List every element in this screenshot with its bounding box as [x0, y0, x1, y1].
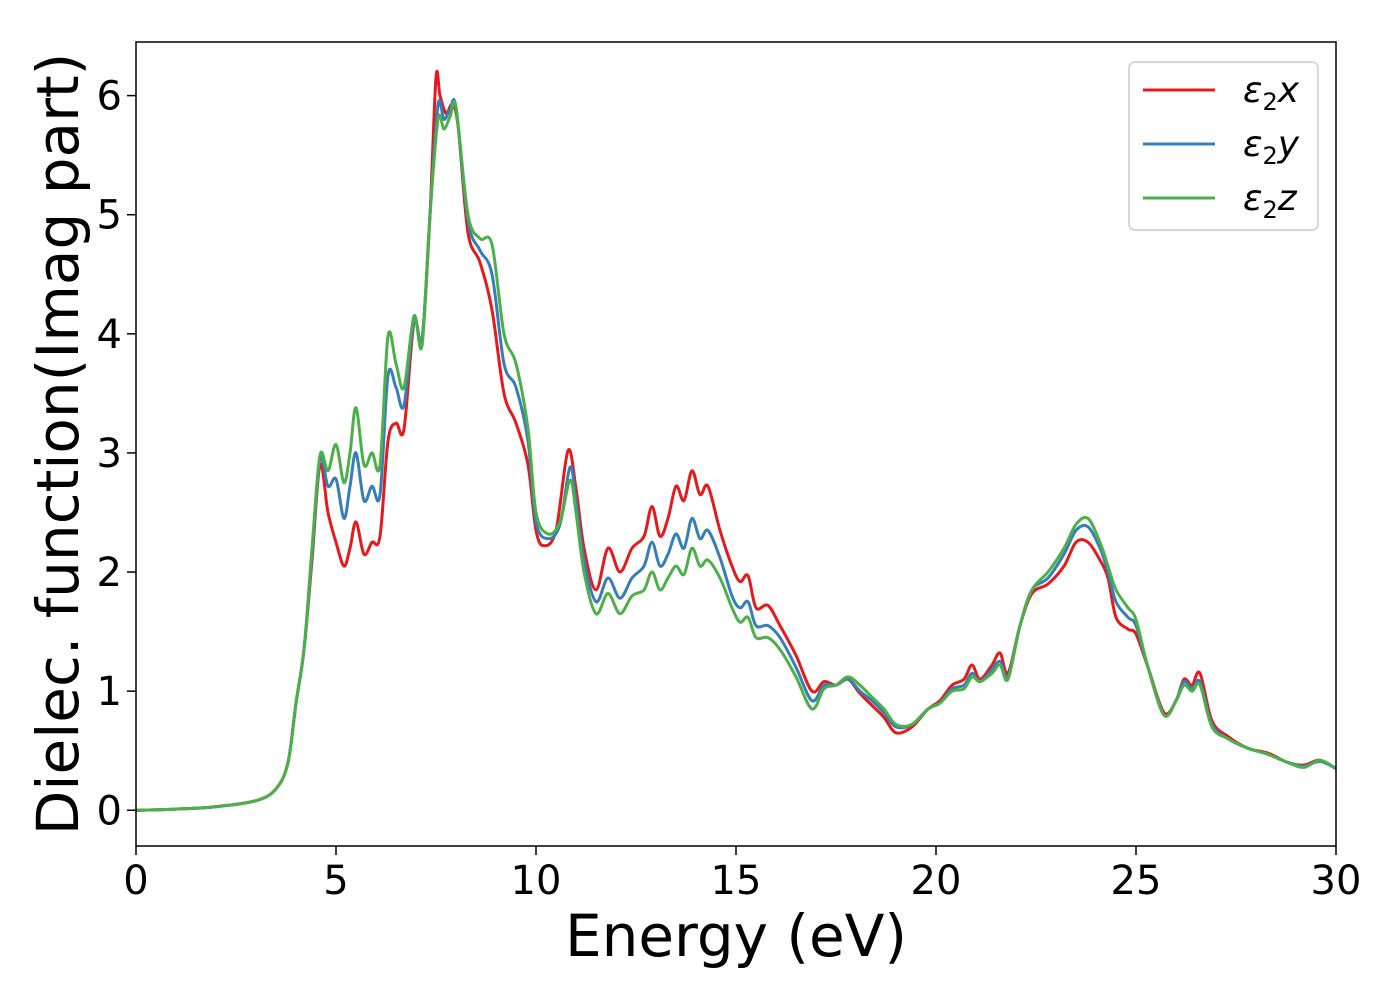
- legend-box: [1128, 61, 1319, 231]
- y-tick-label: 5: [97, 193, 122, 239]
- legend-label-y: ε2y: [1243, 124, 1300, 170]
- x-tick-label: 15: [711, 858, 762, 904]
- y-tick-label: 4: [97, 312, 122, 358]
- y-tick-label: 2: [97, 550, 122, 596]
- legend-label-x: ε2x: [1243, 70, 1300, 116]
- x-tick-label: 10: [511, 858, 562, 904]
- x-tick-label: 25: [1111, 858, 1162, 904]
- x-tick-label: 20: [911, 858, 962, 904]
- y-tick-label: 1: [97, 669, 122, 715]
- series-line-x: [135, 69, 1337, 812]
- y-axis-title: Dielec. function(Imag part): [24, 53, 92, 836]
- series-line-z: [135, 100, 1337, 812]
- y-axis: 0 1 2 3 4 5 6: [97, 74, 136, 834]
- y-tick-label: 0: [97, 788, 122, 834]
- y-tick-label: 3: [97, 431, 122, 477]
- y-tick-label: 6: [97, 74, 122, 120]
- legend-label-z: ε2z: [1243, 178, 1298, 224]
- series-line-y: [135, 98, 1337, 812]
- x-tick-label: 0: [123, 858, 148, 904]
- legend: ε2x ε2y ε2z: [1128, 61, 1319, 231]
- x-axis: 0 5 10 15 20 25 30: [123, 846, 1361, 904]
- series-layer: [135, 69, 1337, 812]
- x-tick-label: 5: [323, 858, 348, 904]
- x-tick-label: 30: [1311, 858, 1362, 904]
- x-axis-title: Energy (eV): [565, 902, 907, 970]
